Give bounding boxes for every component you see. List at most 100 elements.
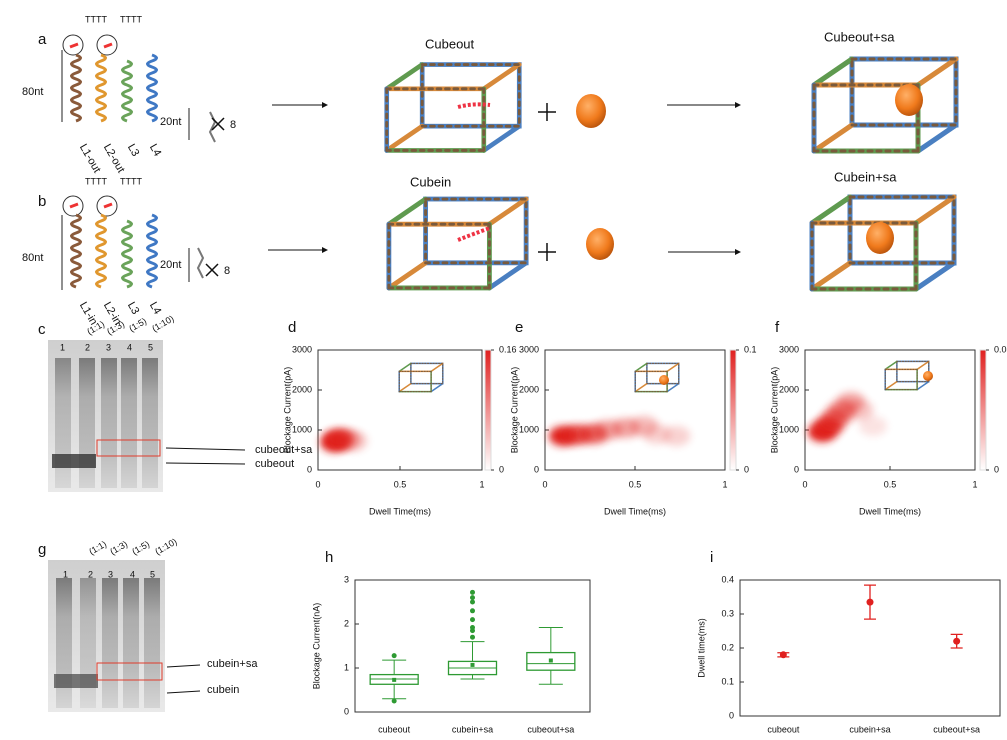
y-tick-label: 1 <box>344 662 349 672</box>
length-label: 80nt <box>22 252 43 264</box>
y-tick-label: 0 <box>344 706 349 716</box>
lane-number: 2 <box>88 569 93 579</box>
ratio-label: (1:3) <box>105 319 126 337</box>
density-spot <box>340 431 368 451</box>
band-label: cubein+sa <box>207 658 258 670</box>
figure: a TTTT TTTT 80nt L1-out L2-out L3 L4 20n… <box>0 0 1007 740</box>
y-tick-label: 0.1 <box>721 676 734 686</box>
strand-label: L3 <box>125 300 142 317</box>
lane-number: 1 <box>63 569 68 579</box>
helix <box>123 61 132 121</box>
x-tick-label: cubein+sa <box>452 724 493 734</box>
y-tick-label: 1000 <box>779 424 799 434</box>
y-tick-label: 0 <box>307 464 312 474</box>
linker-label: TTTT <box>120 14 142 24</box>
outlier <box>470 635 475 640</box>
colorbar <box>730 350 736 470</box>
plus <box>538 103 556 121</box>
linker-label: TTTT <box>85 14 107 24</box>
ratio-label: (1:10) <box>153 536 178 556</box>
outlier <box>470 625 475 630</box>
helix <box>97 55 106 121</box>
y-tick-label: 0 <box>794 464 799 474</box>
y-tick-label: 3000 <box>292 344 312 354</box>
cube <box>814 59 956 151</box>
streptavidin <box>895 84 923 116</box>
x-tick-label: cubeout <box>767 724 800 734</box>
colorbar-tick-label: 0 <box>744 464 749 474</box>
panel-letter: d <box>288 319 296 336</box>
x-axis-label: Dwell Time(ms) <box>369 506 431 516</box>
lane-number: 3 <box>108 569 113 579</box>
y-tick-label: 1000 <box>519 424 539 434</box>
lane-number: 5 <box>148 342 153 352</box>
y-axis-label: Blockage Current(pA) <box>769 367 779 454</box>
gel-lanes <box>52 358 158 488</box>
ratio-label: (1:1) <box>87 539 108 557</box>
streptavidin <box>576 94 606 128</box>
length-label: 20nt <box>160 259 181 271</box>
arrow-head <box>735 102 741 108</box>
strand-label: L2-out <box>101 142 127 175</box>
lane-number: 4 <box>130 569 135 579</box>
times-sign <box>206 264 218 276</box>
x-tick-label: 1 <box>972 479 977 489</box>
mean <box>392 678 396 682</box>
y-tick-label: 2000 <box>292 384 312 394</box>
density-spot <box>662 426 690 446</box>
y-tick-label: 0.2 <box>721 642 734 652</box>
plot-frame <box>545 350 725 470</box>
lane-number: 4 <box>127 342 132 352</box>
x-tick-label: 0 <box>542 479 547 489</box>
plot-frame <box>318 350 482 470</box>
lane-number: 1 <box>60 342 65 352</box>
ratio-label: (1:5) <box>130 539 151 557</box>
arrow-head <box>322 247 328 253</box>
pointer <box>166 448 245 450</box>
x-tick-label: cubeout+sa <box>527 724 574 734</box>
helix <box>97 215 106 287</box>
strand-label: L3 <box>125 142 142 159</box>
x-tick-label: 0.5 <box>884 479 897 489</box>
gel-lanes <box>54 578 160 708</box>
colorbar-tick-label: 0.1 <box>744 344 757 354</box>
outlier <box>470 590 475 595</box>
x-axis-label: Dwell Time(ms) <box>604 506 666 516</box>
colorbar <box>980 350 986 470</box>
length-label: 20nt <box>160 116 181 128</box>
linker-label: TTTT <box>120 176 142 186</box>
y-axis-label: Dwell time(ms) <box>696 618 706 678</box>
colorbar <box>485 350 491 470</box>
panel-letter: g <box>38 541 46 558</box>
panel-letter: a <box>38 31 47 48</box>
linker <box>70 44 112 47</box>
pointer <box>167 665 200 667</box>
strand-label: L1-out <box>77 142 103 175</box>
inset-cube <box>399 363 443 391</box>
panel-letter: h <box>325 549 333 566</box>
complex-label: Cubein+sa <box>834 169 897 184</box>
y-axis-label: Blockage Current(pA) <box>282 367 292 454</box>
x-tick-label: cubeout+sa <box>933 724 980 734</box>
inset-cube <box>635 363 679 391</box>
ratio-label: (1:5) <box>127 316 148 334</box>
y-tick-label: 3000 <box>519 344 539 354</box>
y-tick-label: 2 <box>344 618 349 628</box>
strand-label: L4 <box>147 300 164 317</box>
streptavidin <box>659 375 669 385</box>
strand-label: L4 <box>147 142 164 159</box>
y-tick-label: 0.3 <box>721 608 734 618</box>
colorbar-tick-label: 0.16 <box>499 344 517 354</box>
x-tick-label: 0 <box>315 479 320 489</box>
outlier <box>470 608 475 613</box>
panel-letter: f <box>775 319 780 336</box>
outlier <box>392 653 397 658</box>
complex-label: Cubeout+sa <box>824 29 895 44</box>
y-tick-label: 3 <box>344 574 349 584</box>
cube <box>389 199 526 288</box>
multiplier: 8 <box>230 119 236 131</box>
arrow-head <box>735 249 741 255</box>
colorbar-tick-label: 0 <box>499 464 504 474</box>
linker-label: TTTT <box>85 176 107 186</box>
lane-number: 2 <box>85 342 90 352</box>
